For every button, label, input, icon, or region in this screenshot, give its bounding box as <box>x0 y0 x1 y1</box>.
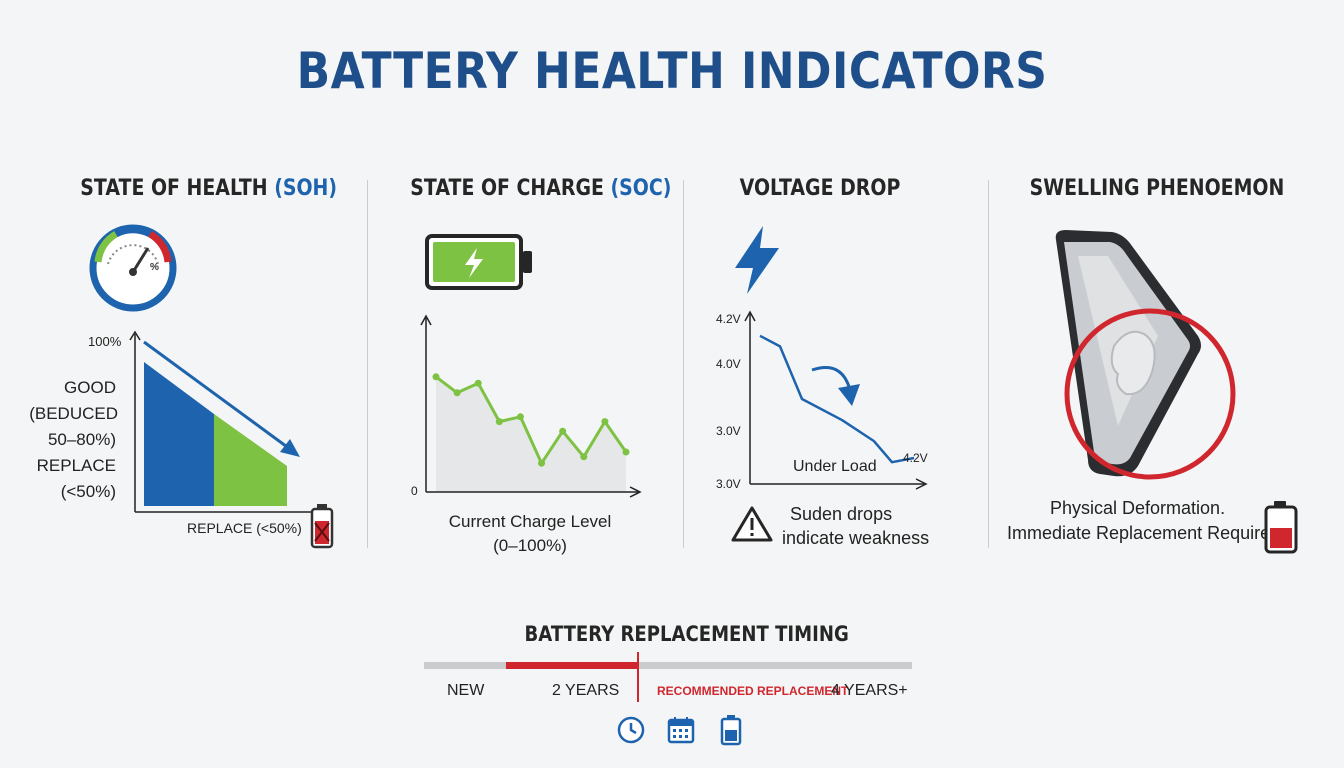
soc-area <box>436 376 626 492</box>
highlight-circle <box>1064 308 1236 480</box>
soc-point <box>622 448 630 456</box>
soh-legend-replace-1: REPLACE <box>36 456 116 475</box>
soh-legend-good: GOOD <box>64 378 116 397</box>
voltage-y-label: 4.2V <box>716 312 741 326</box>
soc-point <box>516 413 524 421</box>
soc-point <box>559 427 567 435</box>
timeline-recommended-segment <box>506 662 638 669</box>
battery-icon <box>720 715 742 746</box>
voltage-caption-1: Suden drops <box>790 504 893 524</box>
swelling-caption-2: Immediate Replacement Required! <box>1007 523 1286 543</box>
voltage-line <box>759 334 915 464</box>
page-title: BATTERY HEALTH INDICATORS <box>296 42 1048 100</box>
panel-divider <box>367 180 368 548</box>
clock-icon <box>617 716 645 744</box>
panel-divider <box>683 180 684 548</box>
soc-point <box>538 459 546 467</box>
timeline-bar <box>424 652 912 702</box>
soc-point <box>453 389 461 397</box>
voltage-y-label: 3.0V <box>716 424 741 438</box>
panel-divider <box>988 180 989 548</box>
voltage-y-label: 3.0V <box>716 477 741 491</box>
soc-point <box>474 379 482 387</box>
voltage-y-label: 4.0V <box>716 357 741 371</box>
soh-reduced-region <box>214 414 287 506</box>
soc-point <box>495 418 503 426</box>
soc-caption-2: (0–100%) <box>493 536 567 555</box>
soc-line <box>435 375 628 465</box>
warning-icon <box>731 506 773 542</box>
soc-point <box>601 418 609 426</box>
swelling-panel-title: SWELLING PHENOEMON <box>1029 176 1285 201</box>
soh-trend-arrow <box>143 340 295 454</box>
soh-x-label: REPLACE (<50%) <box>187 520 302 536</box>
timeline-new-label: NEW <box>447 682 485 699</box>
soh-good-region <box>144 362 214 506</box>
timeline-title: BATTERY REPLACEMENT TIMING <box>524 622 849 646</box>
under-load-label: Under Load <box>793 458 877 475</box>
soh-legend-replace-2: (<50%) <box>60 482 116 501</box>
soh-panel-title: STATE OF HEALTH (SOH) <box>80 176 338 201</box>
soc-chart <box>420 314 642 498</box>
soc-y-zero: 0 <box>411 484 418 498</box>
voltage-caption-2: indicate weakness <box>782 528 930 548</box>
soc-point <box>580 453 588 461</box>
soh-y-top-label: 100% <box>88 334 122 349</box>
soc-point <box>432 373 440 381</box>
calendar-icon <box>667 717 695 744</box>
gauge-percent-mark: % <box>150 262 159 273</box>
soc-panel-title: STATE OF CHARGE (SOC) <box>410 176 672 201</box>
soh-legend-reduced-2: 50–80%) <box>47 430 116 449</box>
dead-battery-icon <box>310 504 334 549</box>
gauge-icon <box>89 224 177 312</box>
timeline-recommended-label: RECOMMENDED REPLACEMENT <box>657 684 849 698</box>
low-battery-icon <box>1264 501 1298 554</box>
voltage-end-label: 4.2V <box>903 451 928 465</box>
timeline-track <box>424 662 912 669</box>
voltage-panel-title: VOLTAGE DROP <box>739 176 901 201</box>
soh-legend-reduced-1: (BEDUCED <box>29 404 118 423</box>
drop-arrow <box>811 366 852 391</box>
timeline-four-years-label: 4 YEARS+ <box>831 682 908 699</box>
charging-battery-icon <box>425 234 532 290</box>
swelling-caption-1: Physical Deformation. <box>1050 498 1226 518</box>
swollen-phone-icon <box>1055 230 1236 480</box>
soc-caption-1: Current Charge Level <box>448 512 612 531</box>
soh-chart <box>129 330 329 518</box>
voltage-chart <box>744 310 928 490</box>
timeline-two-years-label: 2 YEARS <box>552 682 620 699</box>
lightning-icon <box>735 226 779 294</box>
